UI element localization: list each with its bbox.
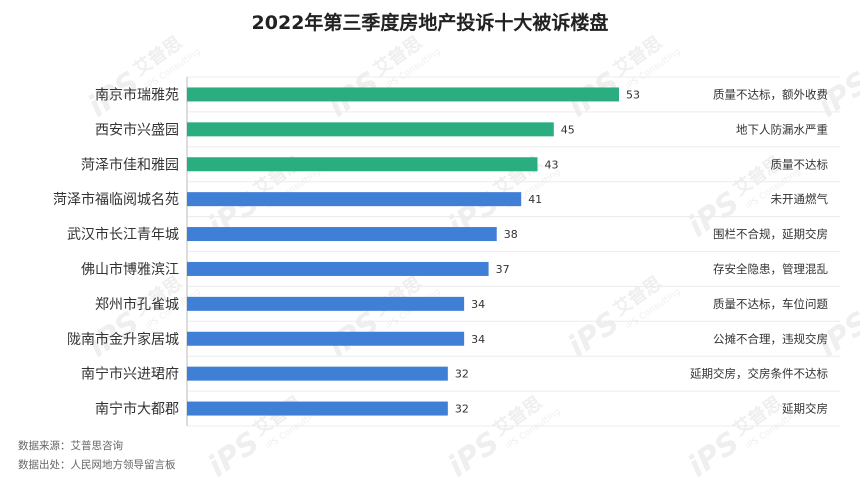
complaint-reason: 公摊不合理，违规交房 — [713, 332, 828, 346]
complaint-reason: 质量不达标，车位问题 — [713, 297, 828, 311]
data-label: 34 — [471, 298, 485, 311]
complaint-reason: 地下人防漏水严重 — [736, 122, 828, 136]
data-label: 32 — [455, 368, 469, 381]
bar — [187, 157, 538, 172]
data-label: 37 — [496, 263, 510, 276]
bar — [187, 296, 465, 311]
data-label: 43 — [544, 158, 558, 171]
bar — [187, 192, 522, 207]
data-label: 45 — [561, 123, 575, 136]
complaint-reason: 质量不达标，额外收费 — [713, 87, 828, 101]
category-label: 陇南市金升家居城 — [67, 331, 179, 348]
data-label: 32 — [455, 403, 469, 416]
bar — [187, 261, 489, 276]
complaint-reason: 存安全隐患，管理混乱 — [713, 262, 828, 276]
bar — [187, 366, 448, 381]
complaint-reason: 质量不达标 — [771, 157, 829, 171]
category-label: 菏泽市福临阅城名苑 — [53, 191, 179, 208]
data-label: 53 — [626, 88, 640, 101]
category-label: 南京市瑞雅苑 — [95, 86, 179, 103]
bar — [187, 401, 448, 416]
data-label: 38 — [504, 228, 518, 241]
source-line-2: 数据出处：人民网地方领导留言板 — [18, 458, 176, 471]
data-label: 34 — [471, 333, 485, 346]
bar — [187, 87, 619, 102]
complaint-reason: 延期交房，交房条件不达标 — [690, 367, 828, 381]
category-label: 南宁市大都郡 — [95, 401, 179, 418]
category-label: 西安市兴盛园 — [95, 121, 179, 138]
data-label: 41 — [528, 193, 542, 206]
category-label: 郑州市孔雀城 — [95, 296, 179, 313]
category-label: 南宁市兴进珺府 — [81, 366, 179, 383]
category-label: 菏泽市佳和雅园 — [81, 156, 179, 173]
complaint-reason: 延期交房 — [782, 402, 828, 416]
bar — [187, 227, 497, 242]
complaint-reason: 未开通燃气 — [771, 192, 829, 206]
chart-title: 2022年第三季度房地产投诉十大被诉楼盘 — [252, 11, 609, 34]
category-label: 武汉市长江青年城 — [67, 226, 179, 243]
category-label: 佛山市博雅滨江 — [81, 261, 179, 278]
bar — [187, 331, 465, 346]
source-line-1: 数据来源：艾普思咨询 — [18, 439, 123, 452]
bar — [187, 122, 554, 137]
complaint-reason: 围栏不合规，延期交房 — [713, 227, 828, 241]
